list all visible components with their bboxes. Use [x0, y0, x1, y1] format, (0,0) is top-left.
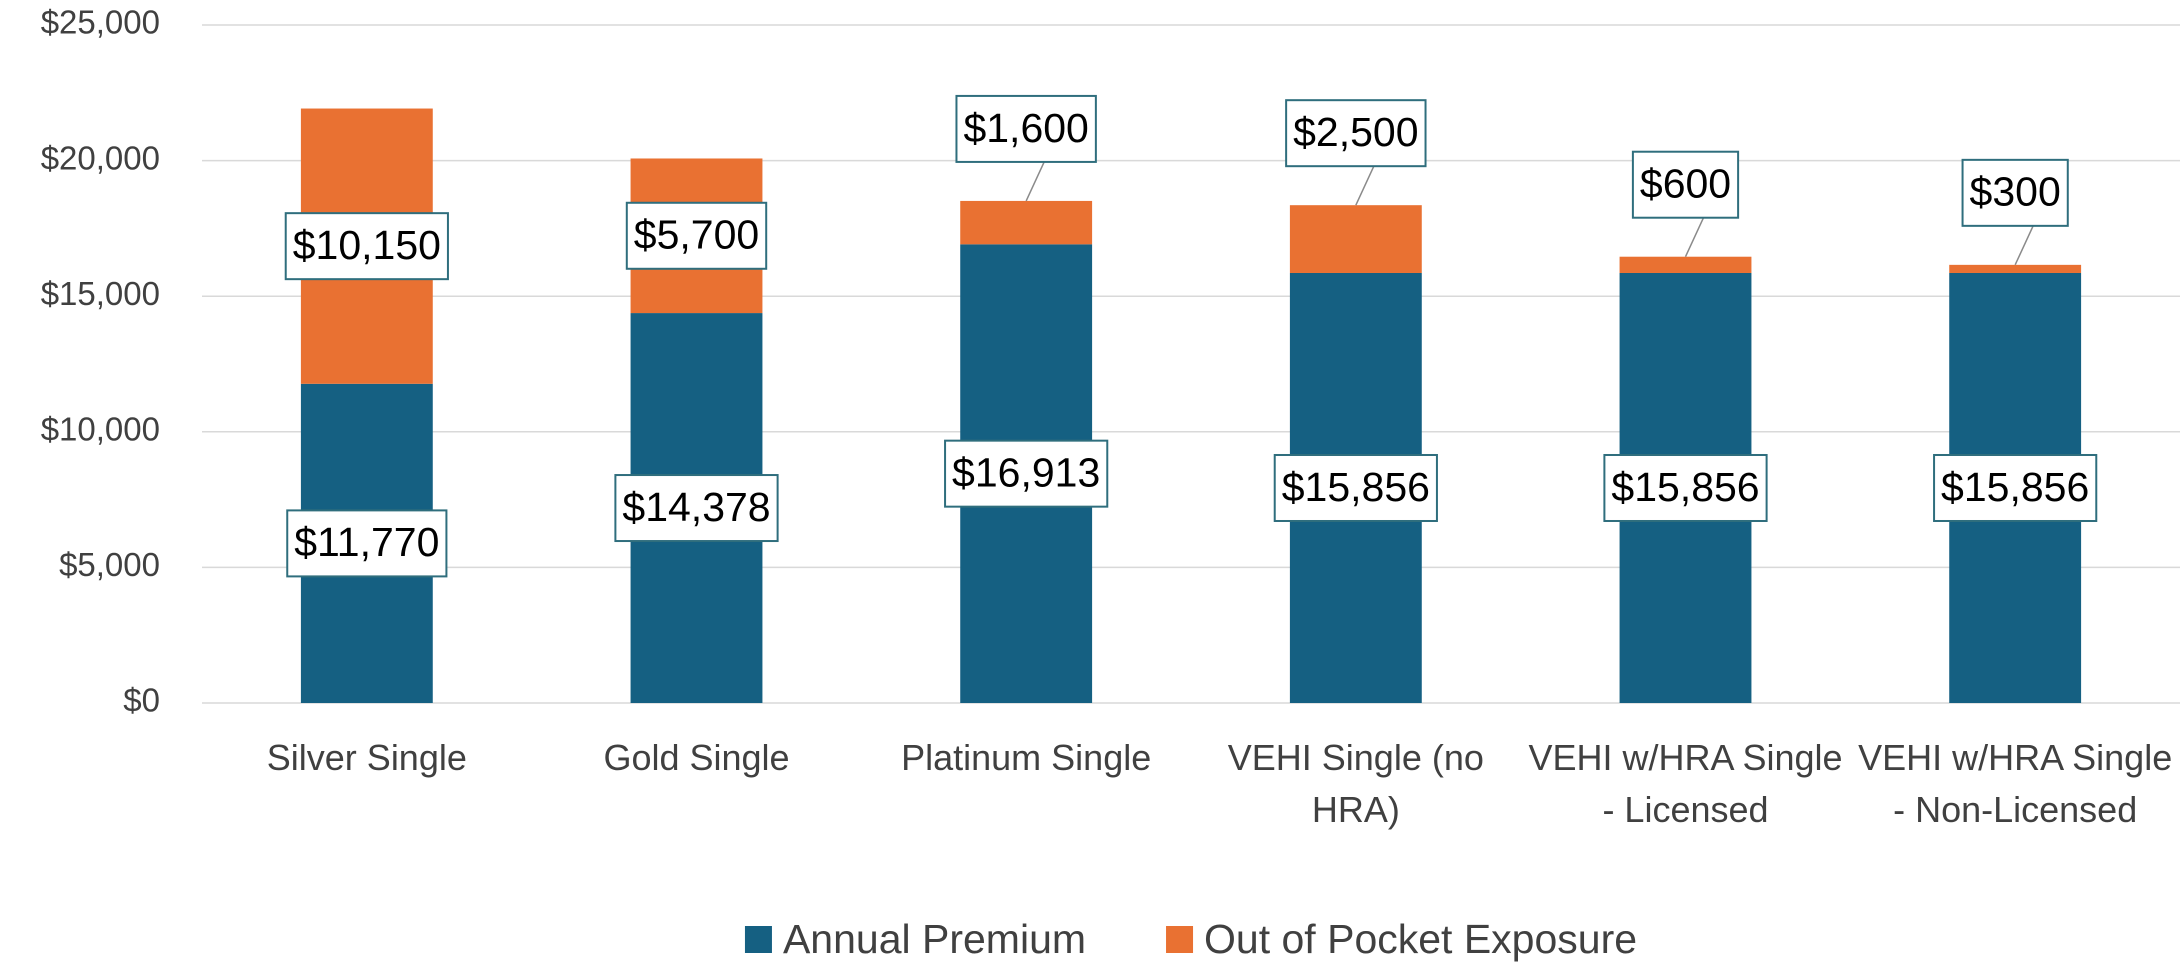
legend-swatch — [1166, 926, 1194, 953]
data-label: $2,500 — [1285, 99, 1427, 168]
data-label-text: $2,500 — [1293, 109, 1418, 155]
data-label: $600 — [1631, 150, 1740, 219]
data-label-box — [1285, 99, 1427, 168]
data-label: $300 — [1961, 158, 2069, 227]
x-tick-label: VEHI Single (no HRA) — [1228, 737, 1484, 830]
data-label-text: $10,150 — [293, 222, 441, 268]
x-tick-label: VEHI w/HRA Single - Non-Licensed — [1858, 737, 2172, 830]
bar-segment — [960, 200, 1093, 245]
data-label-text: $300 — [1970, 169, 2061, 215]
data-label-text: $600 — [1640, 161, 1731, 207]
data-label-text: $5,700 — [634, 212, 759, 258]
data-label-text: $15,856 — [1941, 464, 2089, 510]
bar-segment — [1619, 256, 1752, 273]
y-tick-label: $25,000 — [41, 4, 160, 41]
data-label-box — [955, 94, 1097, 163]
data-label-box — [1603, 453, 1768, 522]
data-label: $16,913 — [944, 439, 1109, 508]
data-label: $15,856 — [1603, 453, 1768, 522]
bar-segment — [1949, 264, 2082, 273]
data-label-box — [286, 509, 448, 578]
data-label-text: $15,856 — [1282, 464, 1430, 510]
leader-line — [1025, 161, 1045, 202]
y-tick-label: $0 — [123, 682, 160, 719]
data-label: $10,150 — [284, 212, 449, 281]
data-label-box — [625, 201, 768, 270]
data-label-box — [1273, 453, 1438, 522]
x-tick-label: VEHI w/HRA Single - Licensed — [1528, 737, 1842, 830]
legend-swatch — [744, 926, 772, 953]
y-tick-label: $5,000 — [59, 546, 160, 583]
data-label-text: $15,856 — [1611, 464, 1759, 510]
leader-line — [2014, 225, 2034, 266]
data-label-text: $11,770 — [294, 519, 439, 565]
data-label: $11,770 — [286, 509, 448, 578]
data-label-text: $1,600 — [963, 105, 1088, 151]
data-label-box — [1933, 453, 2098, 522]
legend-label: Out of Pocket Exposure — [1204, 916, 1637, 962]
x-tick-label: Platinum Single — [901, 737, 1151, 778]
bar-segment — [1289, 205, 1422, 273]
data-label: $1,600 — [955, 94, 1097, 163]
legend: Annual Premium Out of Pocket Exposure — [744, 916, 1637, 962]
data-label-box — [1631, 150, 1740, 219]
data-label-box — [614, 474, 779, 543]
leader-line — [1684, 217, 1705, 258]
legend-label: Annual Premium — [783, 916, 1086, 962]
leader-line — [1355, 165, 1375, 206]
data-label: $14,378 — [614, 474, 779, 543]
y-tick-label: $20,000 — [41, 139, 160, 176]
x-tick-label: Gold Single — [603, 737, 789, 778]
data-label-text: $16,913 — [952, 449, 1100, 495]
y-tick-label: $10,000 — [41, 411, 160, 448]
data-label: $5,700 — [625, 201, 768, 270]
data-label: $15,856 — [1933, 453, 2098, 522]
data-label-text: $14,378 — [622, 484, 770, 530]
data-label-box — [944, 439, 1109, 508]
data-label-box — [284, 212, 449, 281]
y-tick-label: $15,000 — [41, 275, 160, 312]
x-tick-label: Silver Single — [267, 737, 467, 778]
data-label-box — [1961, 158, 2069, 227]
data-label: $15,856 — [1273, 453, 1438, 522]
